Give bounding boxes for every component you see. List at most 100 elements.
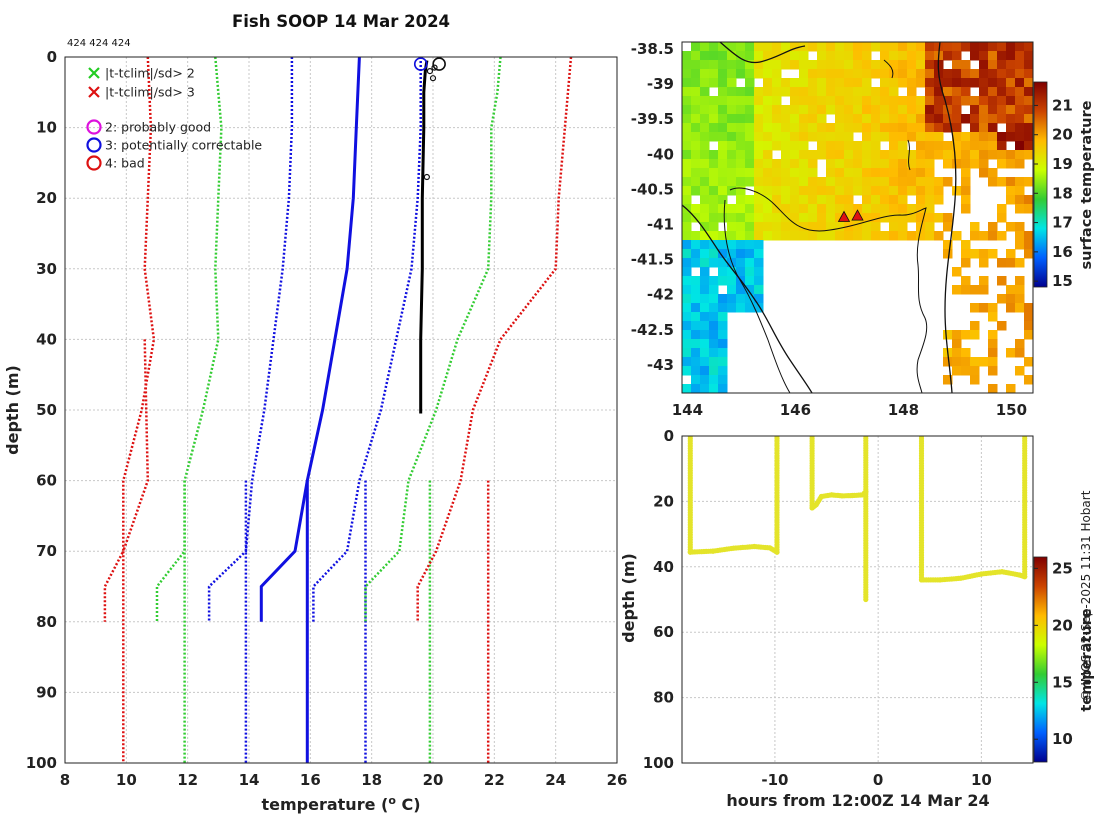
sst-cell	[988, 114, 998, 124]
sst-cell	[979, 249, 989, 259]
sst-cell	[1015, 348, 1025, 358]
profile-flag-point	[431, 64, 438, 71]
sst-cell	[754, 267, 764, 277]
sst-cell	[808, 96, 818, 106]
sst-cell	[799, 78, 809, 88]
sst-cell	[835, 186, 845, 196]
sst-cell	[682, 87, 692, 97]
sst-cell	[898, 51, 908, 61]
sst-cell	[718, 60, 728, 70]
profile-series-line	[419, 60, 429, 414]
sst-cell	[853, 123, 863, 133]
sst-cell	[925, 177, 935, 187]
sst-cell	[808, 69, 818, 79]
sst-cell	[952, 78, 962, 88]
sst-cell	[1006, 78, 1016, 88]
sst-cell	[835, 231, 845, 241]
sst-cell	[1006, 87, 1016, 97]
sst-cell	[979, 69, 989, 79]
sst-cell	[736, 222, 746, 232]
map-axes-frame	[681, 41, 1034, 394]
sst-cell	[790, 186, 800, 196]
sst-cell	[754, 150, 764, 160]
sst-cell	[709, 150, 719, 160]
sst-cell	[844, 150, 854, 160]
sst-cell	[997, 231, 1007, 241]
sst-cell	[790, 123, 800, 133]
sst-cell	[763, 87, 773, 97]
time-depth-point	[863, 596, 869, 603]
sst-cell	[952, 186, 962, 196]
sst-cell	[862, 222, 872, 232]
sst-cell	[817, 96, 827, 106]
profile-y-tick-label: 20	[36, 189, 57, 207]
sst-cell	[745, 105, 755, 115]
sst-cell	[988, 60, 998, 70]
sst-cell	[1024, 132, 1033, 142]
sst-cell	[772, 69, 782, 79]
sst-cell	[898, 168, 908, 178]
sst-cell	[718, 132, 728, 142]
sst-cell	[853, 150, 863, 160]
sst-cell	[763, 168, 773, 178]
sst-cell	[853, 222, 863, 232]
sst-cell	[736, 240, 746, 250]
sst-cell	[889, 105, 899, 115]
sst-cell	[709, 240, 719, 250]
sst-cell	[826, 51, 836, 61]
sst-cell	[790, 141, 800, 151]
sst-cell	[691, 78, 701, 88]
sst-cell	[925, 105, 935, 115]
sst-cell	[952, 348, 962, 358]
sst-cell	[691, 258, 701, 268]
sst-cell	[781, 123, 791, 133]
sst-cell	[979, 114, 989, 124]
sst-cell	[880, 204, 890, 214]
sst-cell	[808, 150, 818, 160]
sst-cell	[736, 294, 746, 304]
sst-cell	[709, 159, 719, 169]
sst-cell	[907, 231, 917, 241]
sst-cell	[772, 87, 782, 97]
sst-cell	[979, 276, 989, 286]
sst-cell	[709, 213, 719, 223]
sst-cell	[979, 159, 989, 169]
sst-cell	[799, 96, 809, 106]
sst-cell	[835, 87, 845, 97]
sst-cell	[799, 231, 809, 241]
sst-cell	[970, 321, 980, 331]
sst-cell	[871, 159, 881, 169]
sst-cell	[691, 96, 701, 106]
sst-cell	[889, 222, 899, 232]
sst-cell	[745, 150, 755, 160]
sst-cell	[709, 276, 719, 286]
sst-cell	[889, 51, 899, 61]
sst-cell	[1015, 195, 1025, 205]
sst-cell	[862, 231, 872, 241]
sst-cell	[979, 168, 989, 178]
profile-flag-circle	[432, 57, 446, 71]
sst-cell	[889, 60, 899, 70]
sst-cell	[853, 204, 863, 214]
sst-cell	[1024, 330, 1033, 340]
sst-cell	[835, 132, 845, 142]
sst-cell	[880, 42, 890, 52]
time-depth-x-tick-label: -10	[761, 771, 788, 789]
sst-cell	[835, 51, 845, 61]
sst-cell	[709, 51, 719, 61]
sst-cell	[682, 60, 692, 70]
sst-cell	[961, 159, 971, 169]
sst-cell	[844, 231, 854, 241]
isobath-left	[682, 204, 813, 393]
map-y-tick-label: -39.5	[631, 110, 674, 128]
sst-cell	[961, 96, 971, 106]
sst-cell	[745, 87, 755, 97]
sst-cell	[790, 96, 800, 106]
sst-cell	[772, 168, 782, 178]
sst-cell	[1024, 312, 1033, 322]
sst-cell	[961, 78, 971, 88]
sst-cell	[790, 114, 800, 124]
sst-cell	[691, 330, 701, 340]
profile-x-tick-label: 24	[545, 771, 566, 789]
sst-cell	[745, 195, 755, 205]
